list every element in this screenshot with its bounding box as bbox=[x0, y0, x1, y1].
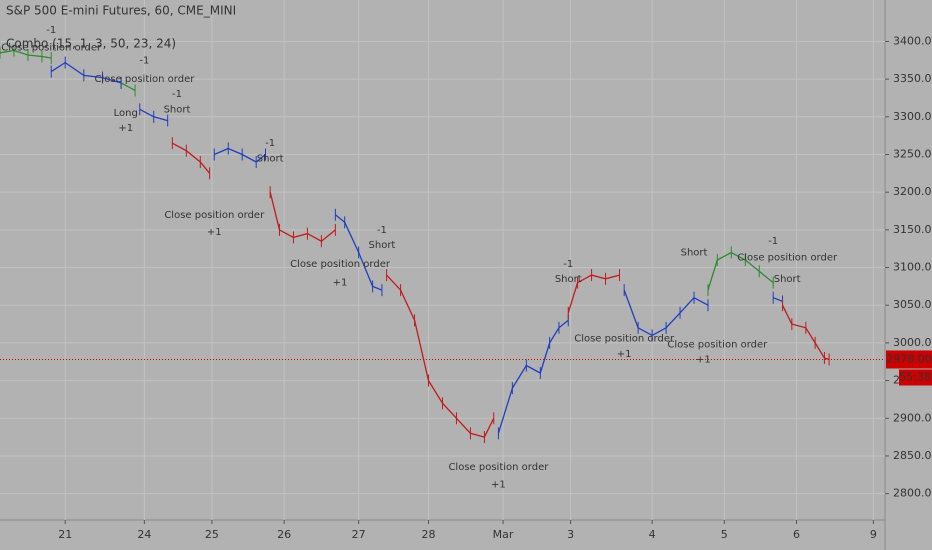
annotation: Short bbox=[774, 274, 801, 285]
annotation: -1 bbox=[563, 259, 573, 270]
y-tick-label: 3400.00 bbox=[893, 34, 932, 47]
annotation: Close position order bbox=[94, 74, 195, 85]
annotation: Short bbox=[257, 153, 284, 164]
y-tick-label: 3050.00 bbox=[893, 298, 932, 311]
y-tick-label: 3200.00 bbox=[893, 185, 932, 198]
y-tick-label: 3300.00 bbox=[893, 110, 932, 123]
x-tick-label: 21 bbox=[58, 528, 72, 541]
y-tick-label: 3250.00 bbox=[893, 147, 932, 160]
annotation: +1 bbox=[333, 278, 348, 289]
y-tick-label: 2850.00 bbox=[893, 449, 932, 462]
chart-title: S&P 500 E-mini Futures, 60, CME_MINI bbox=[6, 4, 236, 18]
annotation: -1 bbox=[172, 89, 182, 100]
y-tick-label: 3150.00 bbox=[893, 223, 932, 236]
y-tick-label: 2800.00 bbox=[893, 487, 932, 500]
x-tick-label: 6 bbox=[793, 528, 800, 541]
annotation: -1 bbox=[139, 55, 149, 66]
annotation: +1 bbox=[696, 354, 711, 365]
annotation: -1 bbox=[46, 25, 56, 36]
annotation: Close position order bbox=[737, 253, 838, 264]
x-tick-label: 24 bbox=[137, 528, 151, 541]
annotation: -1 bbox=[265, 138, 275, 149]
indicator-legend: Combo (15, 1, 3, 50, 23, 24) bbox=[6, 37, 176, 51]
x-tick-label: 5 bbox=[721, 528, 728, 541]
x-tick-label: 3 bbox=[567, 528, 574, 541]
annotation: -1 bbox=[768, 236, 778, 247]
countdown-box bbox=[899, 369, 932, 386]
annotation: Close position order bbox=[667, 339, 768, 350]
x-tick-label: 27 bbox=[352, 528, 366, 541]
annotation: -1 bbox=[377, 225, 387, 236]
annotation: +1 bbox=[118, 123, 133, 134]
last-price-label: 2978.00 bbox=[886, 352, 932, 365]
y-tick-label: 3350.00 bbox=[893, 72, 932, 85]
annotation: Close position order bbox=[448, 462, 549, 473]
annotation: +1 bbox=[207, 227, 222, 238]
annotation: +1 bbox=[491, 480, 506, 491]
annotation: Short bbox=[681, 247, 708, 258]
x-tick-label: 26 bbox=[277, 528, 291, 541]
countdown-label: 55:38 bbox=[899, 370, 931, 383]
annotation: Close position order bbox=[290, 259, 391, 270]
x-tick-label: 4 bbox=[649, 528, 656, 541]
x-tick-label: Mar bbox=[493, 528, 514, 541]
annotation: Close position order bbox=[574, 333, 675, 344]
x-tick-label: 25 bbox=[205, 528, 219, 541]
annotation: Short bbox=[555, 274, 582, 285]
y-tick-label: 2900.00 bbox=[893, 411, 932, 424]
annotation: +1 bbox=[617, 349, 632, 360]
y-tick-label: 3100.00 bbox=[893, 261, 932, 274]
x-tick-label: 9 bbox=[870, 528, 877, 541]
annotation: Short bbox=[369, 240, 396, 251]
plot: -1 Close position order -1 Close position o… bbox=[0, 0, 885, 520]
annotation: Close position order bbox=[1, 42, 102, 53]
annotation: Short bbox=[164, 104, 191, 115]
annotation: Close position order bbox=[164, 210, 265, 221]
y-tick-label: 3000.00 bbox=[893, 336, 932, 349]
x-tick-label: 28 bbox=[422, 528, 436, 541]
annotation: Long bbox=[114, 108, 138, 119]
last-price-box bbox=[886, 350, 932, 369]
